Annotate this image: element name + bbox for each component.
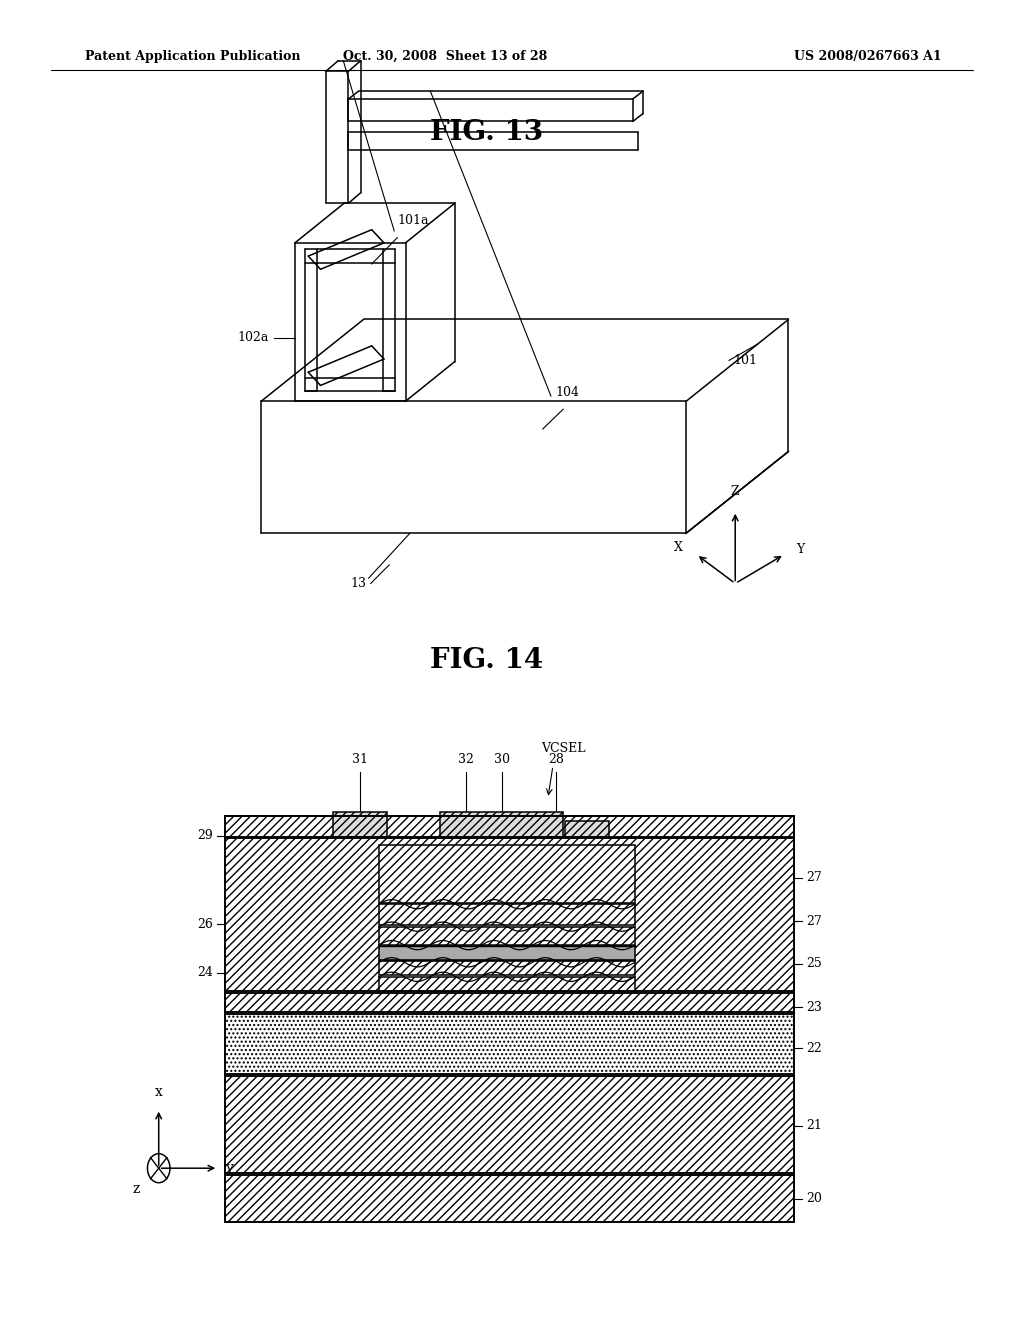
Bar [225,816,794,837]
Bar [379,977,635,991]
Text: 24: 24 [197,966,213,979]
Text: z: z [132,1183,140,1196]
Bar [379,904,635,925]
Text: FIG. 14: FIG. 14 [430,647,543,673]
Text: 20: 20 [806,1192,822,1205]
Text: Patent Application Publication: Patent Application Publication [85,50,300,63]
Bar [440,812,563,837]
Text: 101: 101 [733,354,757,367]
Bar [225,1076,794,1173]
Text: 32: 32 [458,752,474,766]
Text: US 2008/0267663 A1: US 2008/0267663 A1 [795,50,942,63]
Text: 27: 27 [806,871,821,884]
Text: 28: 28 [548,752,564,766]
Text: y: y [226,1162,234,1175]
Text: 102a: 102a [238,331,269,345]
Text: 27: 27 [806,915,821,928]
Bar [225,838,794,991]
Bar [379,845,635,983]
Text: 22: 22 [806,1041,821,1055]
Text: 26: 26 [197,917,213,931]
Text: 23: 23 [806,1001,822,1014]
Text: Z: Z [731,484,739,498]
Bar [379,961,635,975]
Text: 31: 31 [352,752,369,766]
Bar [225,1175,794,1222]
Text: X: X [674,541,682,554]
Bar [379,845,635,903]
Text: FIG. 13: FIG. 13 [430,119,543,145]
Bar [379,927,635,945]
Text: 30: 30 [494,752,510,766]
Text: Oct. 30, 2008  Sheet 13 of 28: Oct. 30, 2008 Sheet 13 of 28 [343,50,548,63]
Text: VCSEL: VCSEL [541,742,586,755]
Bar [565,821,609,837]
Text: 29: 29 [198,829,213,842]
Text: 13: 13 [350,577,367,590]
Bar [225,993,794,1012]
Text: 104: 104 [555,385,579,399]
Text: 21: 21 [806,1119,822,1133]
Text: x: x [155,1085,163,1098]
Text: 25: 25 [806,957,821,970]
Text: 101a: 101a [397,214,429,227]
Bar [379,946,635,960]
Text: Y: Y [797,543,805,556]
Bar [225,1014,794,1074]
Bar [333,812,387,837]
